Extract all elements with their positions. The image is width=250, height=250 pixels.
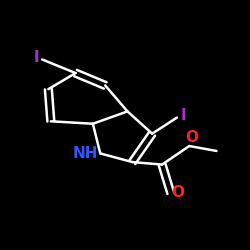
- Text: O: O: [185, 130, 198, 145]
- Text: NH: NH: [72, 146, 98, 161]
- Text: I: I: [180, 108, 186, 122]
- Text: O: O: [172, 186, 185, 200]
- Text: I: I: [33, 50, 39, 64]
